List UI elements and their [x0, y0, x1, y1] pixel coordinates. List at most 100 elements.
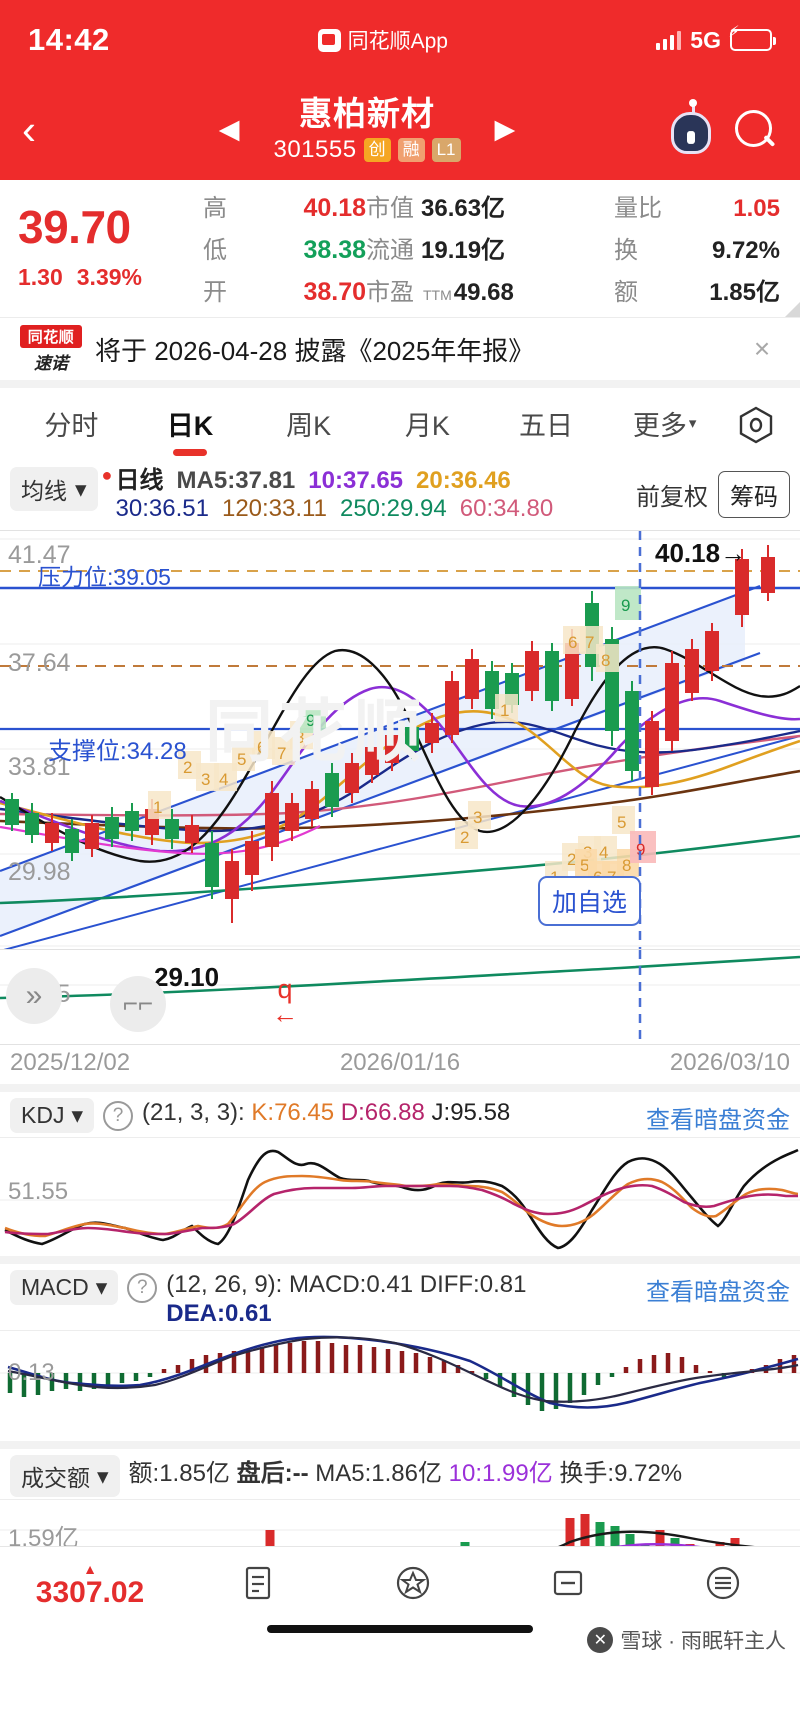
tab-more[interactable]: 更多 ▾	[605, 404, 724, 447]
next-stock-button[interactable]: ▶	[494, 114, 516, 145]
tab-monthk[interactable]: 月K	[404, 410, 450, 441]
notice-logo-bottom: 速诺	[34, 353, 68, 373]
question-mark-icon[interactable]: ?	[103, 1100, 133, 1131]
notice-text: 将于 2026-04-28 披露《2025年年报》	[95, 335, 535, 366]
kdj-svg	[0, 1148, 800, 1249]
tab-fiveday[interactable]: 五日	[519, 410, 574, 441]
tab-more-label: 更多	[632, 410, 687, 441]
volume-ma5: MA5:1.86亿	[315, 1460, 442, 1488]
ai-robot-icon[interactable]	[666, 99, 716, 156]
value-low: 38.38	[303, 236, 366, 264]
expand-corner-icon[interactable]	[785, 302, 800, 317]
y-axis-label-1: 37.64	[8, 648, 71, 677]
macd-chart[interactable]: 0.13	[0, 1330, 800, 1441]
ma-right-controls: 前复权 筹码	[636, 467, 790, 518]
volume-name: 成交额	[21, 1465, 90, 1492]
adjust-mode-button[interactable]: 前复权	[636, 484, 708, 511]
quote-panel: 39.70 1.30 3.39% 高 40.18 低 38.38 开 38.70 市值…	[0, 180, 800, 318]
value-float: 19.19亿	[421, 237, 506, 264]
xueqiu-icon: ✕	[587, 1627, 614, 1654]
tab-weekk[interactable]: 周K	[286, 410, 332, 441]
crosshair-frame-icon[interactable]: ⌐⌐	[110, 975, 166, 1032]
svg-text:4: 4	[599, 843, 608, 862]
value-volratio: 1.05	[733, 195, 780, 222]
chips-button[interactable]: 筹码	[718, 471, 790, 518]
svg-text:6: 6	[568, 633, 577, 652]
ma250-value: 250:29.94	[339, 495, 447, 523]
ma-values-block: ● 日线 MA5:37.81 10:37.65 20:36.46 30:36.5…	[102, 465, 628, 524]
tab-fenshi[interactable]: 分时	[44, 410, 99, 441]
macd-selector-button[interactable]: MACD ▾	[10, 1269, 119, 1305]
credit-text: 雪球 · 雨眠轩主人	[620, 1630, 786, 1654]
chevron-down-icon: ▾	[95, 1273, 108, 1300]
chevron-down-icon: ▾	[71, 1101, 83, 1128]
main-candlestick-chart[interactable]: 1 2 3 4 5 6 7 8 9 1 2 3 1 2 3 4 5 6 7 8 …	[0, 529, 800, 950]
question-mark-icon[interactable]: ?	[127, 1272, 158, 1303]
battery-charging-icon: ⚡	[728, 25, 776, 51]
macd-dark-capital-link[interactable]: 查看暗盘资金	[646, 1278, 790, 1306]
macd-svg	[0, 1335, 800, 1412]
notice-bar[interactable]: 同花顺 速诺 将于 2026-04-28 披露《2025年年报》 ×	[0, 318, 800, 388]
kdj-chart[interactable]: 51.55	[0, 1136, 800, 1256]
svg-text:9: 9	[636, 840, 645, 859]
date-end: 2026/03/10	[669, 1048, 790, 1076]
svg-text:1: 1	[500, 701, 509, 720]
index-up-triangle-icon: ▲	[83, 1561, 97, 1577]
value-marketcap: 36.63亿	[421, 195, 506, 222]
volume-amount: 额:1.85亿	[128, 1460, 230, 1488]
ma5-value: MA5:37.81	[176, 467, 296, 494]
label-high: 高	[203, 195, 227, 222]
order-document-icon	[236, 1561, 280, 1605]
macd-dea: DEA:0.61	[166, 1299, 272, 1327]
prev-stock-button[interactable]: ◀	[218, 114, 240, 145]
svg-text:8: 8	[622, 856, 631, 875]
price-block: 39.70 1.30 3.39%	[18, 204, 203, 291]
home-indicator[interactable]	[267, 1625, 533, 1634]
ma30-value: 30:36.51	[115, 495, 209, 523]
label-amount: 额	[614, 279, 638, 306]
value-high: 40.18	[303, 194, 366, 222]
macd-panel: MACD ▾ ? (12, 26, 9): MACD:0.41 DIFF:0.8…	[0, 1263, 800, 1450]
tab-dayk[interactable]: 日K	[131, 404, 250, 447]
double-chevron-right-icon[interactable]: »	[6, 967, 62, 1024]
svg-text:7: 7	[585, 633, 594, 652]
kdj-name: KDJ	[21, 1101, 65, 1128]
kdj-selector-button[interactable]: KDJ ▾	[10, 1097, 94, 1133]
ma-period-label: 日线	[115, 467, 164, 494]
volume-selector-button[interactable]: 成交额 ▾	[10, 1455, 120, 1498]
chart-settings-button[interactable]	[724, 406, 788, 444]
q-marker-arrow: ←	[272, 998, 298, 1029]
menu-lines-icon	[701, 1561, 745, 1605]
svg-text:9: 9	[306, 711, 315, 730]
app-name-badge: 同花顺App	[317, 25, 448, 55]
svg-text:2: 2	[567, 850, 576, 869]
y-axis-label-3: 29.98	[8, 857, 71, 886]
nav-bar: ‹ ◀ 惠柏新材 301555 创 融 L1 ▶	[0, 80, 800, 180]
svg-text:8: 8	[295, 728, 304, 747]
signal-bars-icon	[655, 30, 682, 50]
add-watchlist-button[interactable]: 加自选	[538, 875, 642, 926]
watermark: 同花顺	[205, 693, 428, 770]
back-button[interactable]: ‹	[22, 106, 36, 153]
kdj-k: K:76.45	[251, 1098, 335, 1126]
pe-ttm-sup: TTM	[423, 287, 452, 303]
q-marker: q ←	[272, 973, 298, 1029]
kdj-dark-capital-link[interactable]: 查看暗盘资金	[646, 1106, 790, 1134]
date-mid: 2026/01/16	[339, 1048, 461, 1076]
label-low: 低	[203, 237, 227, 264]
search-icon[interactable]	[732, 107, 778, 153]
ma-selector-button[interactable]: 均线 ▾	[10, 467, 98, 511]
ma20-value: 20:36.46	[416, 467, 511, 494]
value-open: 38.70	[303, 278, 366, 306]
chart-lower-strip: 26.15 ←29.10 » ⌐⌐ q ←	[0, 949, 800, 1045]
svg-text:3: 3	[473, 808, 482, 827]
svg-text:6: 6	[257, 738, 266, 757]
status-time: 14:42	[28, 22, 110, 57]
tag-rong: 融	[397, 138, 425, 162]
label-open: 开	[203, 279, 227, 306]
change-value: 1.30	[18, 264, 63, 290]
notice-logo: 同花顺 速诺	[20, 324, 82, 374]
q-marker-label: q	[277, 973, 293, 1004]
close-icon[interactable]: ×	[753, 333, 771, 364]
macd-value: MACD:0.41	[289, 1270, 414, 1298]
